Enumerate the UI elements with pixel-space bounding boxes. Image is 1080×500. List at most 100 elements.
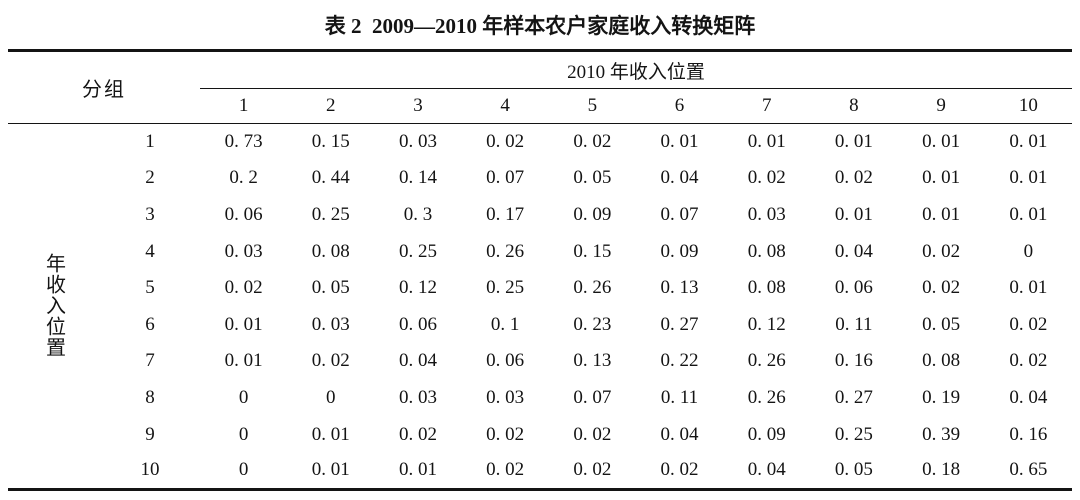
matrix-cell: 0. 25 [486,277,525,299]
matrix-cell: 0. 02 [660,459,699,481]
income-transition-matrix-table: 分组 2010 年收入位置 1 2 3 4 5 6 7 8 9 10 年收入位置… [8,49,1072,491]
matrix-cell: 0. 02 [573,459,612,481]
matrix-cell: 0. 44 [311,167,350,189]
matrix-cell: 0. 02 [486,423,525,445]
table-row: 3 0. 06 0. 25 0. 3 0. 17 0. 09 0. 07 0. 03 0. 0… [8,197,1072,234]
table-row: 年收入位置 1 0. 73 0. 15 0. 03 0. 02 0. 02 0. 01 0.… [8,124,1072,358]
matrix-cell: 0. 39 [922,423,961,445]
table-row: 7 0. 01 0. 02 0. 04 0. 06 0. 13 0. 22 0. 26 0. … [8,343,1072,380]
matrix-cell: 0. 03 [311,313,350,335]
matrix-cell: 0. 02 [573,423,612,445]
col-header: 6 [635,88,724,124]
matrix-cell: 0. 05 [922,313,961,335]
row-label: 5 [145,277,155,299]
table-row: 6 0. 01 0. 03 0. 06 0. 1 0. 23 0. 27 0. 12 0. 1… [8,306,1072,343]
matrix-cell: 0. 01 [1009,131,1048,153]
matrix-cell: 0. 18 [922,459,961,481]
matrix-cell: 0 [238,459,249,481]
matrix-cell: 0. 02 [922,240,961,262]
matrix-cell: 0. 02 [311,350,350,372]
matrix-cell: 0. 01 [311,423,350,445]
matrix-cell: 0. 26 [747,386,786,408]
matrix-cell: 0. 16 [834,350,873,372]
matrix-cell: 0. 2 [229,167,258,189]
col-header: 8 [810,88,898,124]
matrix-cell: 0. 13 [573,350,612,372]
matrix-cell: 0. 65 [1009,459,1048,481]
matrix-cell: 0. 03 [486,386,525,408]
matrix-cell: 0. 23 [573,313,612,335]
matrix-cell: 0. 12 [747,313,786,335]
matrix-cell: 0. 02 [834,167,873,189]
col-axis-label: 2010 年收入位置 [200,50,1072,89]
matrix-cell: 0. 01 [1009,167,1048,189]
header-row-spanner: 分组 2010 年收入位置 [8,50,1072,124]
matrix-cell: 0. 08 [311,240,350,262]
matrix-cell: 0. 3 [403,203,433,225]
matrix-cell: 0. 04 [834,240,873,262]
matrix-cell: 0. 04 [747,459,786,481]
matrix-cell: 0. 07 [573,386,612,408]
matrix-cell: 0. 04 [1009,386,1048,408]
matrix-cell: 0. 14 [398,167,437,189]
col-header: 9 [897,88,985,124]
matrix-cell: 0. 12 [398,277,437,299]
matrix-cell: 0. 01 [1009,203,1048,225]
matrix-cell: 0. 25 [398,240,437,262]
matrix-cell: 0. 01 [398,459,437,481]
matrix-cell: 0. 25 [834,423,873,445]
matrix-cell: 0. 01 [834,131,873,153]
col-header: 4 [461,88,549,124]
matrix-cell: 0. 01 [224,350,263,372]
matrix-cell: 0. 01 [922,203,961,225]
matrix-cell: 0. 01 [311,459,350,481]
matrix-cell: 0. 06 [486,350,525,372]
col-header: 3 [374,88,462,124]
matrix-cell: 0. 26 [747,350,786,372]
matrix-cell: 0. 01 [747,131,786,153]
matrix-cell: 0. 03 [747,203,786,225]
matrix-cell: 0. 09 [747,423,786,445]
table-title: 表 2 2009—2010 年样本农户家庭收入转换矩阵 [324,14,756,38]
matrix-cell: 0. 1 [490,313,520,335]
header-row-columns: 1 2 3 4 5 6 7 8 9 10 [8,88,1072,124]
matrix-cell: 0. 19 [922,386,961,408]
col-header: 5 [548,88,636,124]
row-label: 10 [140,459,160,481]
matrix-cell: 0. 27 [660,313,699,335]
matrix-cell: 0. 09 [573,203,612,225]
matrix-cell: 0. 04 [398,350,437,372]
row-label: 3 [145,203,155,225]
matrix-cell: 0. 01 [922,131,961,153]
table-row: 5 0. 02 0. 05 0. 12 0. 25 0. 26 0. 13 0. 08 0. … [8,270,1072,307]
matrix-cell: 0. 09 [660,240,699,262]
matrix-cell: 0. 11 [835,313,873,335]
group-header-cell: 分组 [8,50,200,124]
table-row: 9 0 0. 01 0. 02 0. 02 0. 02 0. 04 0. 09 0. 25 0.… [8,416,1072,453]
matrix-cell: 0. 05 [311,277,350,299]
row-axis-label: 年收入位置 [42,253,65,359]
matrix-cell: 0. 15 [573,240,612,262]
matrix-cell: 0 [326,386,336,408]
table-row: 2 0. 2 0. 44 0. 14 0. 07 0. 05 0. 04 0. 02 0. 0… [8,160,1072,197]
row-label: 9 [145,423,155,445]
matrix-cell: 0 [238,423,249,445]
matrix-cell: 0. 73 [224,131,263,153]
matrix-cell: 0. 27 [834,386,873,408]
matrix-cell: 0. 02 [573,131,612,153]
matrix-cell: 0. 01 [922,167,961,189]
col-header: 7 [723,88,811,124]
table-header: 分组 2010 年收入位置 1 2 3 4 5 6 7 8 9 10 [8,50,1072,124]
col-header: 10 [984,88,1072,124]
matrix-cell: 0. 04 [660,167,699,189]
matrix-cell: 0. 03 [398,131,437,153]
row-label: 1 [145,131,155,153]
matrix-cell: 0. 25 [311,203,350,225]
table-row: 10 0 0. 01 0. 01 0. 02 0. 02 0. 02 0. 04 0. 05 0… [8,453,1072,490]
matrix-cell: 0. 07 [660,203,699,225]
matrix-cell: 0. 22 [660,350,699,372]
matrix-cell: 0. 02 [486,131,525,153]
matrix-cell: 0. 26 [573,277,612,299]
col-header: 1 [200,88,288,124]
table-body: 年收入位置 1 0. 73 0. 15 0. 03 0. 02 0. 02 0. 01 0.… [8,124,1072,490]
